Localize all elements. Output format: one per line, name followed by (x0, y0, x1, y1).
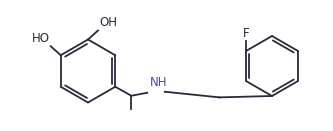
Text: NH: NH (150, 76, 168, 89)
Text: F: F (243, 26, 249, 40)
Text: HO: HO (32, 32, 50, 45)
Text: OH: OH (99, 17, 117, 29)
